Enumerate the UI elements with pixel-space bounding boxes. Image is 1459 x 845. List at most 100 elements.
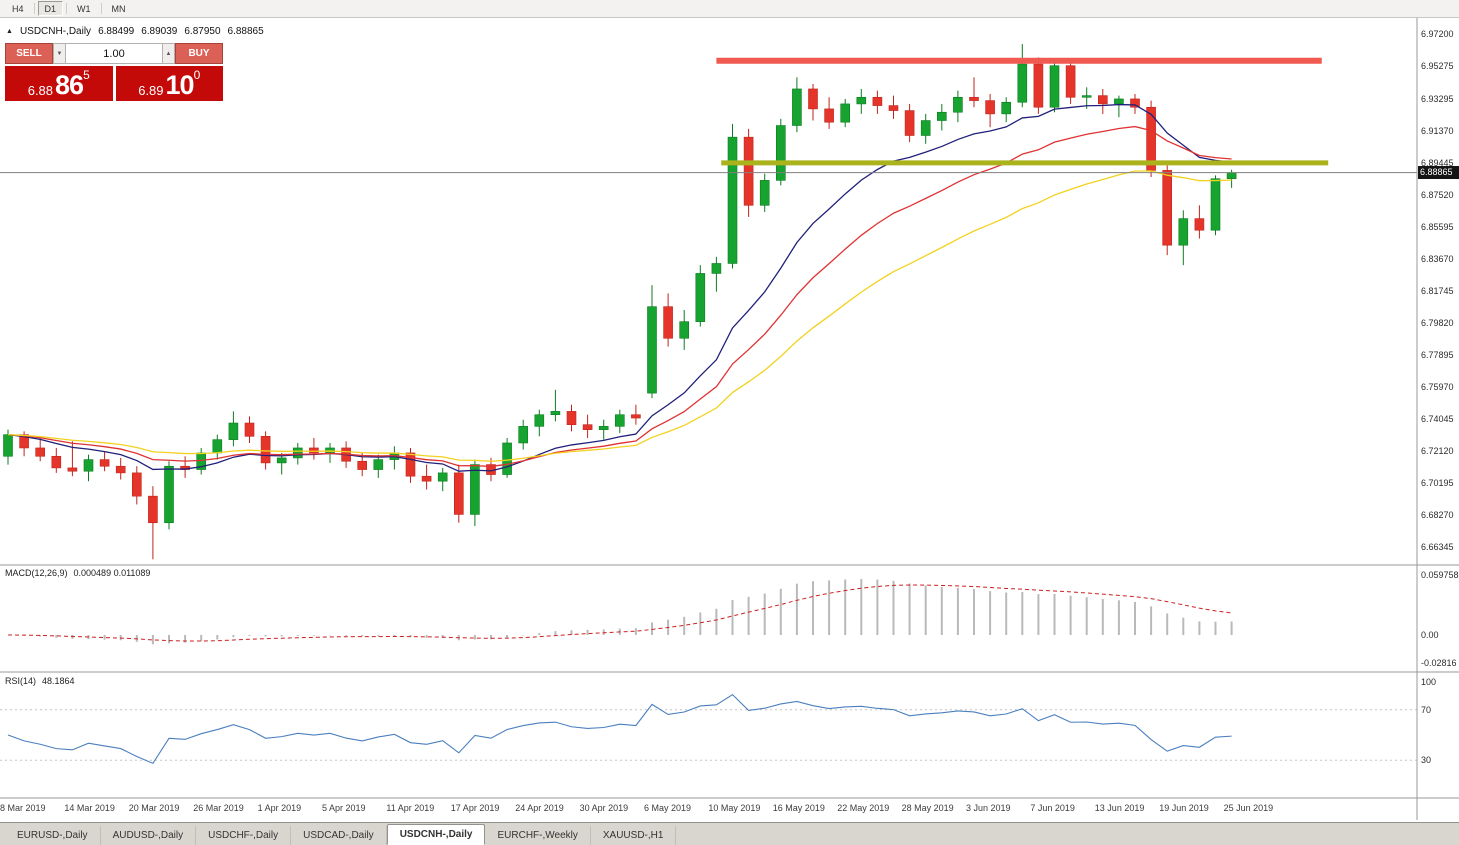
candle-body <box>920 120 931 136</box>
candle-body <box>51 455 62 469</box>
candle-body <box>856 96 867 105</box>
candle-body <box>647 306 657 394</box>
timeframe-button-h4[interactable]: H4 <box>5 1 31 16</box>
timeframe-toolbar: H4 D1 W1 MN <box>0 0 1459 18</box>
candle-body <box>1210 178 1221 231</box>
candle-body <box>743 136 754 206</box>
candle-body <box>888 105 899 111</box>
candle-body <box>35 447 46 457</box>
macd-label-row: MACD(12,26,9) 0.000489 0.011089 <box>5 568 150 578</box>
candle-body <box>276 457 287 464</box>
candle-body <box>824 108 834 123</box>
candle-body <box>759 180 770 206</box>
candle-body <box>67 467 78 472</box>
timeframe-button-w1[interactable]: W1 <box>70 1 98 16</box>
candle-body <box>309 447 319 454</box>
candle-body <box>1017 63 1028 103</box>
candle-body <box>936 111 947 121</box>
candle-body <box>1178 218 1189 246</box>
tab-usdcnh-daily[interactable]: USDCNH-,Daily <box>386 824 486 845</box>
macd-title: MACD(12,26,9) <box>5 568 68 578</box>
candle-body <box>1162 170 1172 246</box>
buy-price-pips: 10 <box>165 70 195 101</box>
macd-signal-line <box>7 584 1232 642</box>
candle-body <box>598 426 609 430</box>
one-click-trading-panel: SELL ▼ ▲ BUY 6.88 86 5 6.89 10 0 <box>5 43 223 101</box>
candle-body <box>1065 65 1076 98</box>
candle-body <box>695 273 706 322</box>
tab-usdcad-daily[interactable]: USDCAD-,Daily <box>291 826 387 845</box>
candle-body <box>3 434 13 457</box>
tab-eurusd-daily[interactable]: EURUSD-,Daily <box>5 826 101 845</box>
candle-body <box>357 460 368 470</box>
candle-body <box>470 464 480 515</box>
candle-body <box>872 96 883 106</box>
tab-usdchf-daily[interactable]: USDCHF-,Daily <box>196 826 292 845</box>
candle-body <box>260 436 271 464</box>
candle-body <box>631 414 641 419</box>
candle-body <box>292 447 303 459</box>
candle-body <box>405 452 416 477</box>
candle-body <box>212 439 223 454</box>
candle-body <box>164 465 174 524</box>
sell-price-base: 6.88 <box>27 83 54 98</box>
candle-body <box>518 426 529 444</box>
sell-price-pips: 86 <box>55 70 84 101</box>
symbol-period-label: USDCNH-,Daily <box>19 26 92 37</box>
candle-body <box>1130 98 1140 108</box>
candle-body <box>1114 98 1124 105</box>
buy-button[interactable]: BUY <box>175 43 223 64</box>
tab-audusd-daily[interactable]: AUDUSD-,Daily <box>101 826 197 845</box>
chart-header: ▲ USDCNH-,Daily 6.88499 6.89039 6.87950 … <box>6 26 264 37</box>
timeframe-button-mn[interactable]: MN <box>105 1 133 16</box>
high-value: 6.89039 <box>141 26 178 37</box>
candle-body <box>534 414 545 427</box>
candle-body <box>244 422 255 437</box>
candle-body <box>115 465 126 474</box>
candle-body <box>99 459 110 467</box>
volume-decrease-button[interactable]: ▼ <box>53 43 66 64</box>
current-price-tag: 6.88865 <box>1418 165 1459 179</box>
candle-body <box>1226 172 1237 180</box>
candle-body <box>550 411 561 416</box>
ma-line <box>7 170 1232 462</box>
tab-eurchf-weekly[interactable]: EURCHF-,Weekly <box>485 826 591 845</box>
sell-button[interactable]: SELL <box>5 43 53 64</box>
candle-body <box>808 88 818 110</box>
candle-body <box>1049 65 1060 108</box>
candle-body <box>663 306 673 339</box>
candle-body <box>453 472 464 515</box>
sell-price-point: 5 <box>83 68 90 82</box>
rsi-value: 48.1864 <box>42 676 75 686</box>
candle-body <box>775 125 786 181</box>
tab-xauusd-h1[interactable]: XAUUSD-,H1 <box>591 826 677 845</box>
candle-body <box>83 459 94 472</box>
candle-body <box>421 475 432 482</box>
one-click-collapse-icon[interactable]: ▲ <box>6 28 13 35</box>
rsi-line <box>7 693 1232 765</box>
candle-body <box>502 442 512 475</box>
rsi-title: RSI(14) <box>5 676 37 686</box>
buy-price-point: 0 <box>193 68 201 82</box>
buy-price-base: 6.89 <box>138 83 164 98</box>
sell-price-display[interactable]: 6.88 86 5 <box>5 66 113 101</box>
candle-body <box>904 110 915 136</box>
candle-body <box>228 422 239 440</box>
candle-body <box>711 263 722 274</box>
candle-body <box>1081 95 1092 98</box>
candle-body <box>792 88 802 126</box>
candle-body <box>582 424 593 430</box>
candle-body <box>437 472 448 482</box>
timeframe-button-d1[interactable]: D1 <box>37 1 64 16</box>
toolbar-separator <box>66 3 68 14</box>
buy-price-display[interactable]: 6.89 10 0 <box>115 66 223 101</box>
trade-controls-row: SELL ▼ ▲ BUY <box>5 43 223 64</box>
low-value: 6.87950 <box>184 26 221 37</box>
candle-body <box>1194 218 1205 231</box>
chart-tabbar: EURUSD-,Daily AUDUSD-,Daily USDCHF-,Dail… <box>0 822 1459 845</box>
volume-increase-button[interactable]: ▲ <box>162 43 175 64</box>
candle-body <box>373 459 384 470</box>
candle-body <box>679 321 690 339</box>
volume-input[interactable] <box>66 43 162 64</box>
